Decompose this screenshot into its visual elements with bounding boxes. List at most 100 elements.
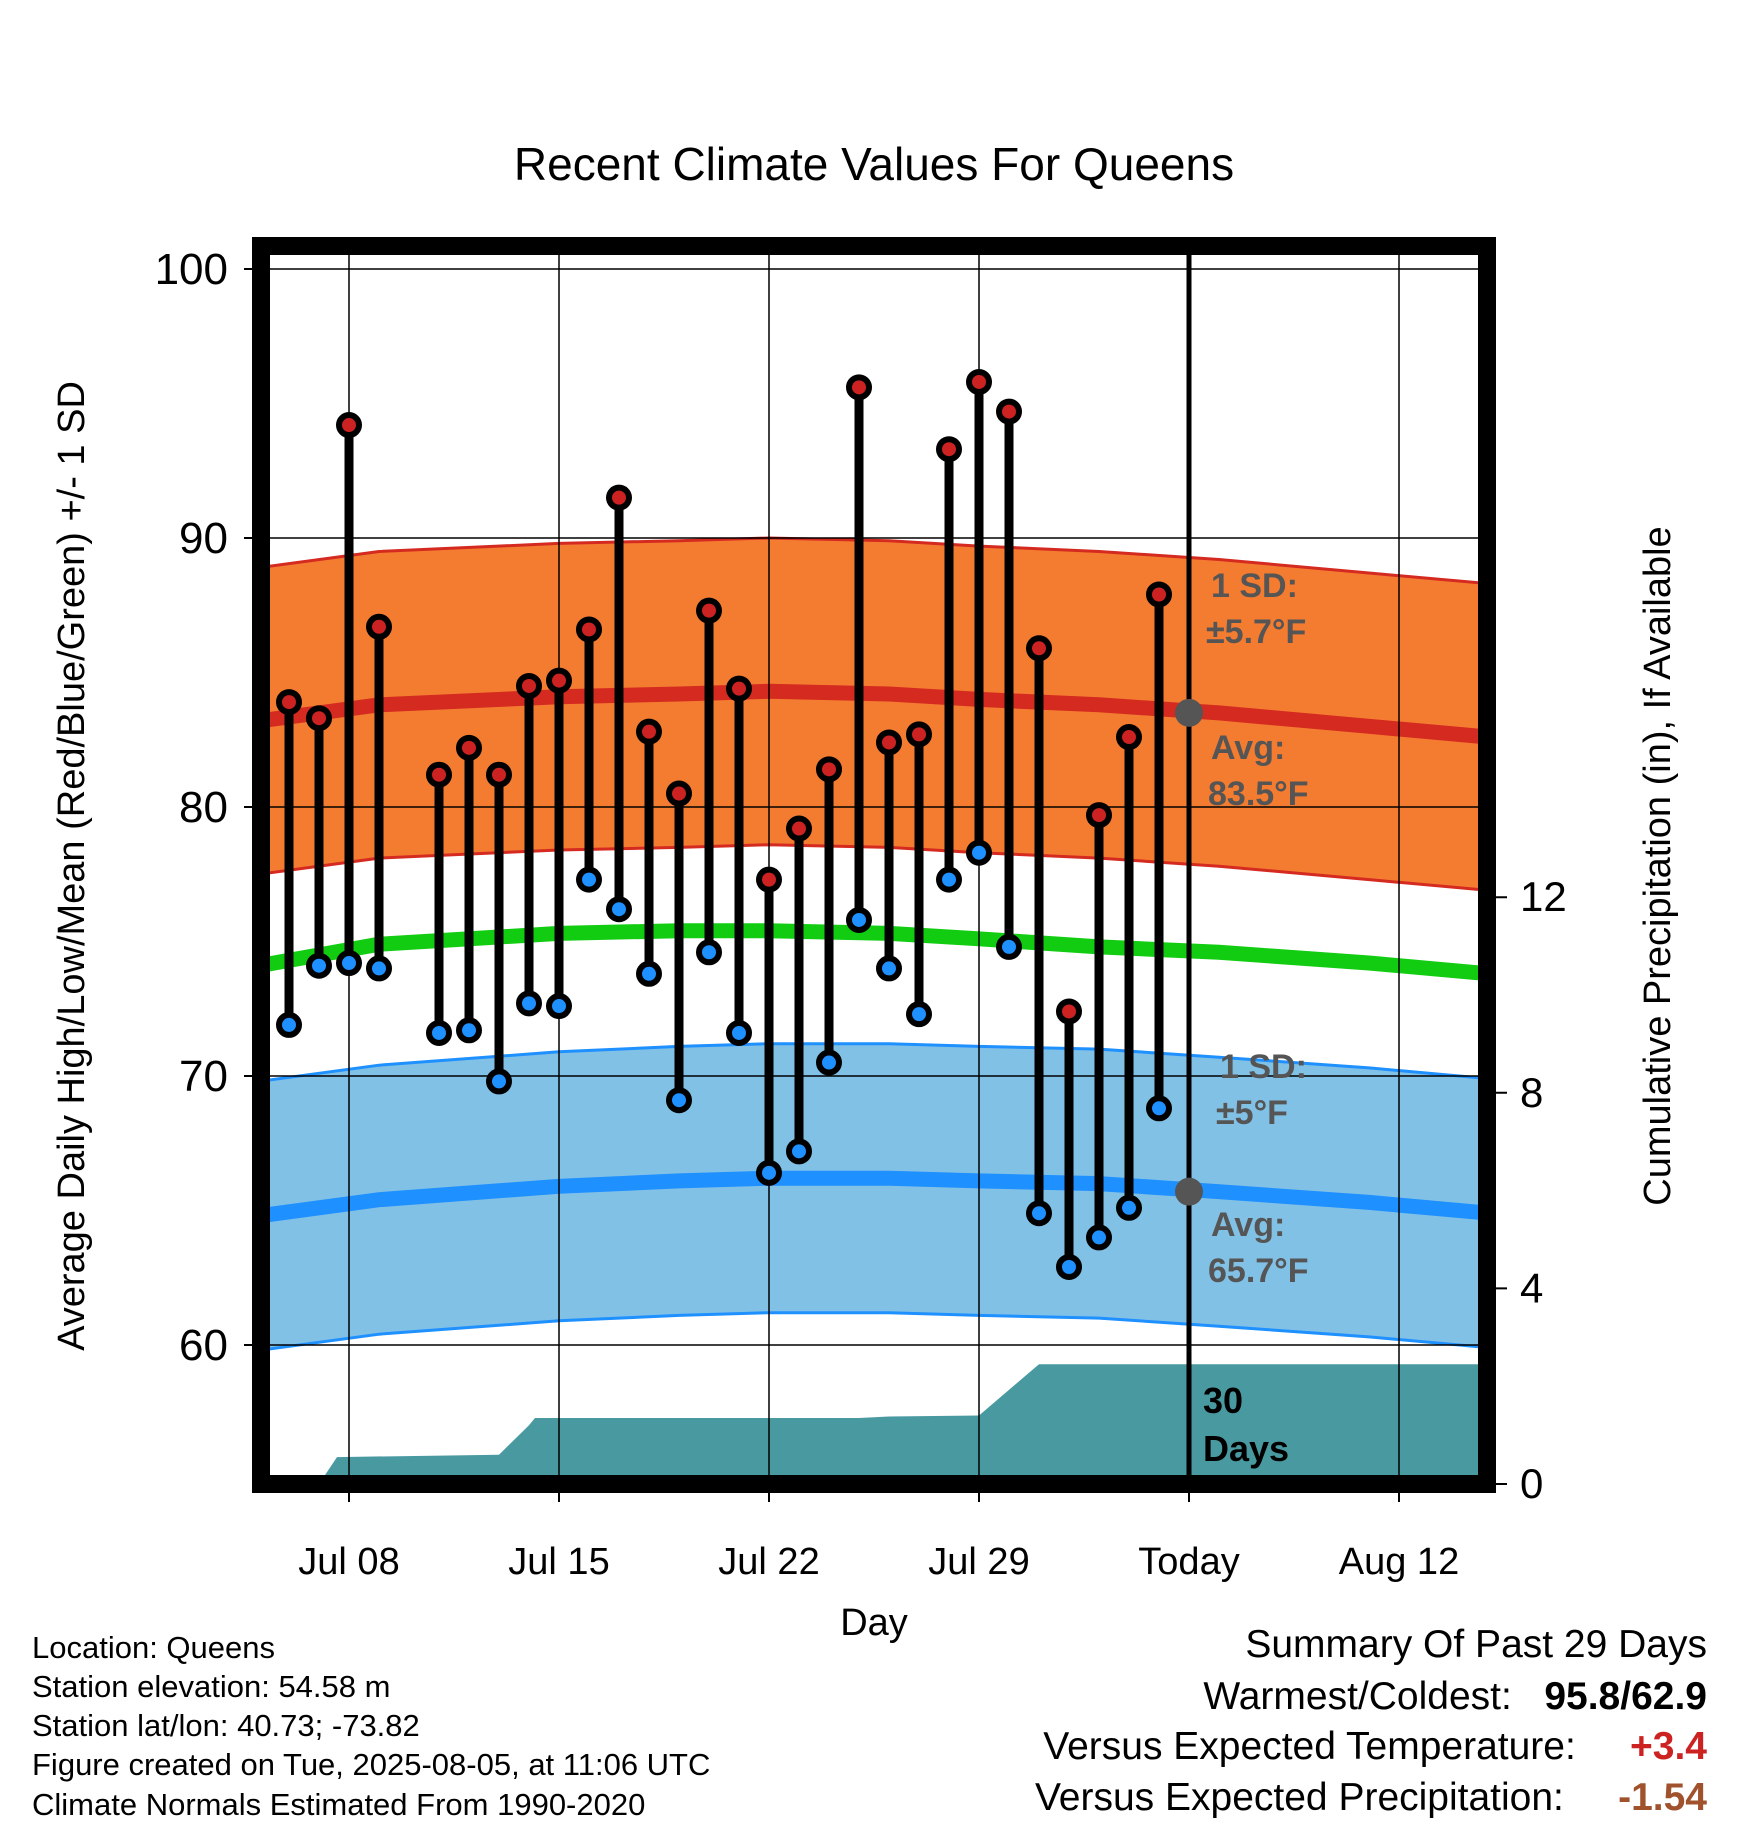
high-band-upper-edge bbox=[261, 536, 1487, 586]
daily-low-point bbox=[846, 906, 872, 933]
y2-tick-label-1: 4 bbox=[1520, 1264, 1543, 1311]
y-axis-label: Average Daily High/Low/Mean (Red/Blue/Gr… bbox=[51, 381, 93, 1351]
daily-high-point bbox=[1086, 802, 1112, 829]
normal-low-line bbox=[261, 1170, 1487, 1224]
daily-low-point bbox=[456, 1017, 482, 1044]
high-sd-value: ±5.7°F bbox=[1206, 613, 1306, 651]
summary-title: Summary Of Past 29 Days bbox=[1245, 1623, 1707, 1666]
x-tick-label-5: Aug 12 bbox=[1339, 1541, 1459, 1583]
normal-high-line bbox=[261, 683, 1487, 745]
info-latlon: Station lat/lon: 40.73; -73.82 bbox=[32, 1708, 420, 1743]
daily-high-point bbox=[486, 761, 512, 788]
daily-low-point bbox=[516, 990, 542, 1017]
daily-low-point bbox=[486, 1068, 512, 1095]
daily-low-point bbox=[1056, 1253, 1082, 1280]
precip-days-label: Days bbox=[1203, 1428, 1289, 1469]
daily-observations bbox=[276, 368, 1172, 1280]
daily-low-point bbox=[936, 866, 962, 893]
daily-low-point bbox=[666, 1087, 692, 1114]
daily-high-point bbox=[936, 436, 962, 463]
x-axis-label: Day bbox=[840, 1602, 908, 1644]
info-normals: Climate Normals Estimated From 1990-2020 bbox=[32, 1787, 646, 1822]
y2-tick-label-0: 0 bbox=[1520, 1460, 1543, 1507]
daily-low-point bbox=[306, 952, 332, 979]
summary-warm-cold: Warmest/Coldest: 95.8/62.9 bbox=[1203, 1675, 1707, 1719]
daily-high-point bbox=[336, 412, 362, 439]
daily-low-point bbox=[906, 1001, 932, 1028]
daily-high-point bbox=[786, 815, 812, 842]
daily-high-point bbox=[666, 780, 692, 807]
daily-low-point bbox=[696, 939, 722, 966]
y-tick-label-3: 90 bbox=[179, 514, 228, 563]
daily-low-point bbox=[1146, 1095, 1172, 1122]
daily-high-point bbox=[1146, 581, 1172, 608]
x-tick-label-1: Jul 15 bbox=[508, 1541, 609, 1583]
daily-low-point bbox=[816, 1049, 842, 1076]
daily-high-point bbox=[1056, 998, 1082, 1025]
plot-frame bbox=[252, 237, 1496, 1493]
info-elevation: Station elevation: 54.58 m bbox=[32, 1669, 391, 1704]
temp-label: Versus Expected Temperature: bbox=[1043, 1725, 1576, 1768]
daily-high-point bbox=[426, 761, 452, 788]
precip-days-number: 30 bbox=[1203, 1380, 1243, 1421]
y2-tick-label-3: 12 bbox=[1520, 873, 1567, 920]
y-tick-label-0: 60 bbox=[179, 1321, 228, 1370]
daily-high-point bbox=[606, 484, 632, 511]
daily-high-point bbox=[276, 689, 302, 716]
high-sd-label: 1 SD: bbox=[1211, 567, 1298, 605]
daily-high-point bbox=[696, 597, 722, 624]
daily-high-point bbox=[816, 756, 842, 783]
daily-high-point bbox=[846, 374, 872, 401]
daily-high-point bbox=[576, 616, 602, 643]
daily-low-point bbox=[966, 839, 992, 866]
temp-value: +3.4 bbox=[1630, 1725, 1707, 1768]
avg-high-marker bbox=[1175, 698, 1203, 727]
y-tick-label-4: 100 bbox=[155, 245, 228, 294]
precip-value: -1.54 bbox=[1618, 1776, 1707, 1819]
daily-low-point bbox=[1086, 1224, 1112, 1251]
avg-low-marker bbox=[1175, 1177, 1203, 1206]
daily-high-point bbox=[876, 729, 902, 756]
y2-axis-label: Cumulative Precipitation (in), If Availa… bbox=[1637, 526, 1679, 1205]
x-tick-label-3: Jul 29 bbox=[928, 1541, 1029, 1583]
coldest-value: 62.9 bbox=[1631, 1675, 1707, 1718]
plot-inner bbox=[261, 246, 1487, 1484]
info-created: Figure created on Tue, 2025-08-05, at 11… bbox=[32, 1747, 711, 1782]
low-band-lower-edge bbox=[261, 1311, 1487, 1352]
daily-low-point bbox=[636, 960, 662, 987]
daily-high-point bbox=[756, 866, 782, 893]
daily-high-point bbox=[546, 667, 572, 694]
summary-precip: Versus Expected Precipitation: -1.54 bbox=[1035, 1776, 1707, 1820]
low-sd-label: 1 SD: bbox=[1220, 1048, 1307, 1086]
low-sd-value: ±5°F bbox=[1216, 1094, 1288, 1132]
daily-high-point bbox=[726, 675, 752, 702]
daily-low-point bbox=[876, 955, 902, 982]
daily-high-point bbox=[516, 672, 542, 699]
precip-area bbox=[261, 1364, 1483, 1484]
low-avg-value: 65.7°F bbox=[1208, 1252, 1309, 1290]
summary-temp: Versus Expected Temperature: +3.4 bbox=[1043, 1725, 1707, 1769]
daily-low-point bbox=[1116, 1194, 1142, 1221]
daily-high-point bbox=[366, 613, 392, 640]
chart-title: Recent Climate Values For Queens bbox=[514, 138, 1234, 190]
info-location: Location: Queens bbox=[32, 1630, 276, 1665]
daily-low-point bbox=[726, 1019, 752, 1046]
daily-high-point bbox=[966, 368, 992, 395]
daily-low-point bbox=[756, 1159, 782, 1186]
x-tick-label-4: Today bbox=[1138, 1541, 1239, 1583]
precip-label: Versus Expected Precipitation: bbox=[1034, 1776, 1564, 1819]
warmest-value: 95.8 bbox=[1544, 1675, 1621, 1718]
daily-high-point bbox=[456, 734, 482, 761]
daily-high-point bbox=[1116, 724, 1142, 751]
y-tick-label-2: 80 bbox=[179, 783, 228, 832]
high-avg-label: Avg: bbox=[1211, 729, 1285, 767]
daily-high-point bbox=[906, 721, 932, 748]
daily-low-point bbox=[1026, 1200, 1052, 1227]
plot-area: 60 70 80 90 100 0 4 8 12 Jul 08 Jul 15 Jul 22 Jul 29… bbox=[155, 237, 1567, 1583]
daily-high-point bbox=[1026, 635, 1052, 662]
high-sd-band bbox=[261, 538, 1487, 891]
high-avg-value: 83.5°F bbox=[1208, 775, 1309, 813]
y-tick-label-1: 70 bbox=[179, 1052, 228, 1101]
daily-low-point bbox=[366, 955, 392, 982]
